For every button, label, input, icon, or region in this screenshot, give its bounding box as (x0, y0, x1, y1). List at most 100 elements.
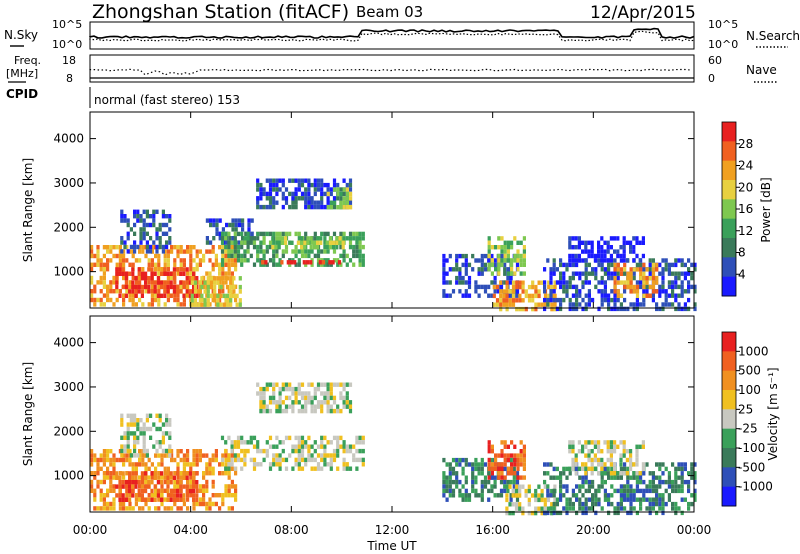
velocity-cell (336, 382, 340, 387)
power-cell (323, 244, 327, 250)
velocity-cell (227, 457, 231, 463)
velocity-cell (139, 431, 143, 436)
power-cell (215, 222, 219, 228)
power-cell (176, 245, 180, 250)
velocity-cell (543, 484, 547, 489)
velocity-cell (259, 395, 263, 401)
power-cell (109, 249, 113, 254)
velocity-cell (552, 501, 556, 507)
velocity-cell (651, 475, 655, 480)
velocity-cell (307, 400, 311, 405)
power-cell (693, 284, 697, 290)
velocity-cell (593, 440, 597, 445)
velocity-cell (358, 440, 362, 445)
velocity-cell (147, 484, 151, 489)
power-cell (600, 245, 604, 250)
velocity-cell (161, 435, 165, 440)
velocity-cell (202, 501, 206, 507)
velocity-cell (268, 462, 273, 467)
velocity-cell (626, 510, 630, 516)
power-cell (231, 218, 235, 223)
velocity-cell (339, 408, 343, 414)
velocity-cell (632, 475, 636, 480)
power-cell (120, 218, 124, 223)
power-cell (240, 253, 244, 259)
power-cell (503, 271, 507, 276)
velocity-cell (480, 484, 484, 489)
power-cell (483, 289, 488, 294)
velocity-cell (99, 479, 103, 485)
velocity-cell (642, 488, 646, 494)
velocity-cell (332, 435, 337, 441)
power-cell (358, 253, 362, 259)
power-cell (284, 187, 289, 192)
power-cell (173, 245, 177, 250)
velocity-cell (480, 497, 484, 502)
velocity-cell (125, 453, 129, 458)
power-cell (321, 260, 326, 265)
velocity-cell (546, 493, 550, 498)
velocity-cell (342, 466, 346, 471)
power-cell (145, 231, 149, 236)
power-cell (268, 200, 273, 205)
velocity-cell (693, 475, 697, 480)
velocity-cell (629, 466, 633, 471)
power-cell (635, 236, 639, 241)
velocity-cell (534, 497, 538, 503)
velocity-cell (510, 462, 514, 467)
power-cell (121, 284, 125, 290)
velocity-cell (497, 475, 501, 480)
power-cell (648, 262, 652, 268)
velocity-cell (158, 440, 162, 445)
velocity-cell (297, 448, 301, 454)
power-cell (189, 258, 193, 263)
power-cell (141, 302, 145, 307)
velocity-cell (648, 506, 652, 511)
power-cell (106, 249, 110, 254)
velocity-cell (358, 448, 362, 454)
velocity-cell (609, 453, 613, 458)
power-cell (500, 262, 504, 267)
velocity-cell (510, 466, 514, 471)
velocity-cell (275, 435, 279, 441)
power-cell (294, 196, 298, 201)
power-cell (200, 302, 204, 307)
velocity-cell (153, 484, 157, 489)
velocity-cell (170, 453, 174, 458)
power-cell (458, 289, 462, 294)
velocity-cell (500, 453, 504, 458)
power-cell (241, 222, 245, 228)
velocity-cell (571, 488, 575, 494)
velocity-cell (134, 501, 138, 507)
velocity-cell (272, 444, 276, 449)
velocity-cell (131, 484, 135, 489)
velocity-cell (262, 448, 266, 454)
velocity-cell (584, 510, 588, 516)
power-cell (297, 236, 301, 241)
velocity-cell (140, 488, 144, 494)
power-cell (326, 182, 330, 188)
velocity-cell (249, 435, 253, 441)
power-cell (326, 196, 330, 201)
velocity-cell (510, 471, 514, 476)
power-cell (500, 258, 504, 263)
power-cell (224, 280, 228, 285)
velocity-cell (543, 479, 547, 485)
velocity-cell (140, 484, 144, 489)
power-cell (333, 200, 337, 205)
velocity-cell (519, 440, 523, 445)
power-cell (192, 289, 196, 294)
velocity-cell (259, 400, 263, 405)
power-cell (166, 280, 170, 285)
velocity-cell (297, 391, 301, 396)
power-cell (265, 196, 269, 201)
velocity-cell (136, 435, 140, 440)
power-cell (559, 262, 563, 268)
velocity-cell (591, 493, 595, 498)
power-cell (584, 249, 588, 254)
power-cell (265, 178, 269, 183)
velocity-cell (160, 497, 164, 502)
velocity-cell (442, 484, 446, 489)
velocity-cell (157, 497, 161, 502)
power-cell (134, 258, 138, 263)
